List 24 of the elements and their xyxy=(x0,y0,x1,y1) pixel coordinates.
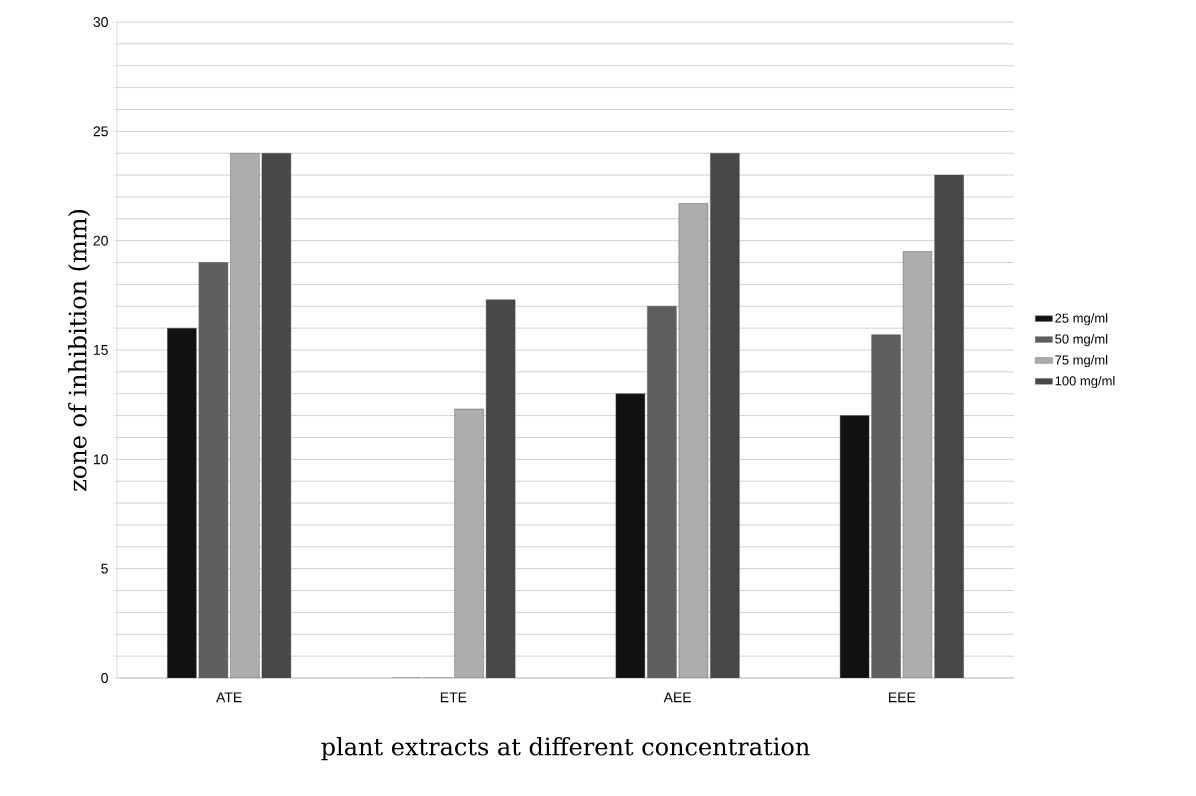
legend-label: 100 mg/ml xyxy=(1055,375,1115,389)
y-tick-label: 25 xyxy=(93,126,108,137)
y-tick-label: 30 xyxy=(93,17,108,27)
y-tick-label: 15 xyxy=(93,345,108,355)
x-axis-title: plant extracts at different concentration xyxy=(321,737,810,761)
legend-label: 25 mg/ml xyxy=(1055,313,1108,326)
bar xyxy=(647,306,677,678)
y-tick-label: 0 xyxy=(101,673,108,683)
bar xyxy=(871,334,901,678)
y-tick-label: 5 xyxy=(101,563,108,574)
x-tick-label: ATE xyxy=(216,692,242,703)
bar xyxy=(934,174,964,678)
y-tick-label: 20 xyxy=(93,235,108,246)
x-tick-label: AEE xyxy=(663,692,692,703)
bar xyxy=(615,393,646,678)
x-tick-label: EEE xyxy=(889,692,916,703)
y-axis-title: zone of inhibition (mm) xyxy=(68,210,91,491)
y-tick-label: 10 xyxy=(93,454,108,465)
bar xyxy=(839,415,870,678)
x-tick-label: ETE xyxy=(440,692,467,703)
bar xyxy=(167,327,197,678)
legend-label: 50 mg/ml xyxy=(1055,334,1108,347)
legend-label: 75 mg/ml xyxy=(1055,354,1108,368)
bar xyxy=(198,262,229,678)
